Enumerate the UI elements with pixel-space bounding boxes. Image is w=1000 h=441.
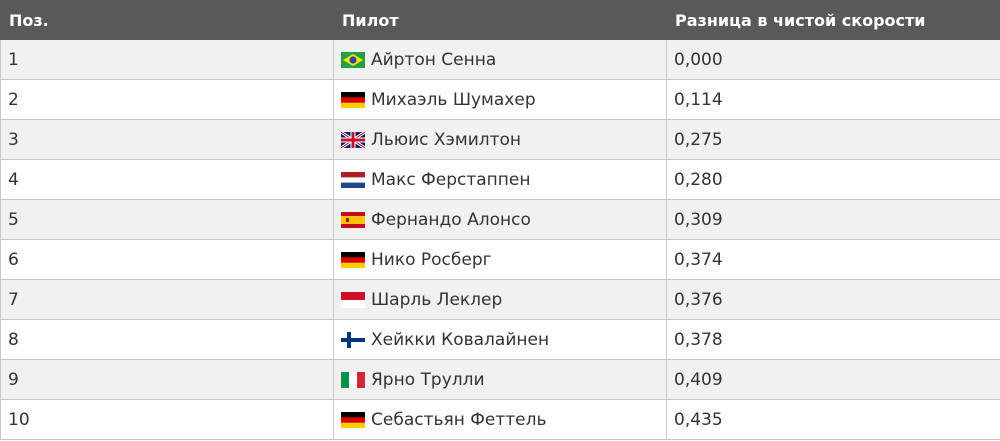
driver-cell: Нико Росберг (333, 239, 667, 280)
table-row: 7 Шарль Леклер 0,376 (0, 279, 1000, 320)
position-cell: 10 (0, 399, 334, 440)
driver-name: Михаэль Шумахер (371, 89, 536, 110)
gap-cell: 0,409 (666, 359, 1000, 400)
gap-cell: 0,000 (666, 39, 1000, 80)
table-row: 5 Фернандо Алонсо 0,309 (0, 199, 1000, 240)
driver-name: Себастьян Феттель (371, 409, 547, 430)
flag-icon (341, 411, 365, 428)
header-row: Поз. Пилот Разница в чистой скорости (0, 0, 1000, 40)
driver-cell: Фернандо Алонсо (333, 199, 667, 240)
driver-cell: Льюис Хэмилтон (333, 119, 667, 160)
driver-name: Хейкки Ковалайнен (371, 329, 550, 350)
position-cell: 3 (0, 119, 334, 160)
table-header: Поз. Пилот Разница в чистой скорости (0, 0, 1000, 40)
header-cell: Пилот (333, 0, 667, 40)
driver-cell: Себастьян Феттель (333, 399, 667, 440)
position-cell: 8 (0, 319, 334, 360)
table-row: 3 Льюис Хэмилтон 0,275 (0, 119, 1000, 160)
gap-cell: 0,378 (666, 319, 1000, 360)
position-cell: 9 (0, 359, 334, 400)
gap-cell: 0,374 (666, 239, 1000, 280)
table-row: 9 Ярно Трулли 0,409 (0, 359, 1000, 400)
flag-icon (341, 331, 365, 348)
gap-cell: 0,435 (666, 399, 1000, 440)
gap-cell: 0,280 (666, 159, 1000, 200)
flag-icon (341, 171, 365, 188)
position-cell: 2 (0, 79, 334, 120)
driver-name: Макс Ферстаппен (371, 169, 531, 190)
table-row: 6 Нико Росберг 0,374 (0, 239, 1000, 280)
table-row: 4 Макс Ферстаппен 0,280 (0, 159, 1000, 200)
header-cell: Поз. (0, 0, 334, 40)
driver-cell: Ярно Трулли (333, 359, 667, 400)
position-cell: 7 (0, 279, 334, 320)
position-cell: 5 (0, 199, 334, 240)
flag-icon (341, 371, 365, 388)
table-row: 1 Айртон Сенна 0,000 (0, 39, 1000, 80)
flag-icon (341, 51, 365, 68)
header-cell: Разница в чистой скорости (666, 0, 1000, 40)
flag-icon (341, 251, 365, 268)
driver-name: Фернандо Алонсо (371, 209, 531, 230)
gap-cell: 0,275 (666, 119, 1000, 160)
gap-cell: 0,376 (666, 279, 1000, 320)
position-cell: 1 (0, 39, 334, 80)
driver-cell: Михаэль Шумахер (333, 79, 667, 120)
driver-cell: Макс Ферстаппен (333, 159, 667, 200)
driver-name: Нико Росберг (371, 249, 492, 270)
position-cell: 4 (0, 159, 334, 200)
driver-name: Шарль Леклер (371, 289, 503, 310)
flag-icon (341, 131, 365, 148)
gap-cell: 0,309 (666, 199, 1000, 240)
table-body: 1 Айртон Сенна 0,000 2 Михаэль Шумахер 0,114 3… (0, 39, 1000, 440)
driver-name: Льюис Хэмилтон (371, 129, 522, 150)
table-row: 8 Хейкки Ковалайнен 0,378 (0, 319, 1000, 360)
flag-icon (341, 211, 365, 228)
table-row: 2 Михаэль Шумахер 0,114 (0, 79, 1000, 120)
driver-cell: Шарль Леклер (333, 279, 667, 320)
driver-cell: Айртон Сенна (333, 39, 667, 80)
gap-cell: 0,114 (666, 79, 1000, 120)
flag-icon (341, 291, 365, 308)
flag-icon (341, 91, 365, 108)
table-row: 10 Себастьян Феттель 0,435 (0, 399, 1000, 440)
driver-name: Ярно Трулли (371, 369, 485, 390)
driver-cell: Хейкки Ковалайнен (333, 319, 667, 360)
driver-name: Айртон Сенна (371, 49, 497, 70)
position-cell: 6 (0, 239, 334, 280)
